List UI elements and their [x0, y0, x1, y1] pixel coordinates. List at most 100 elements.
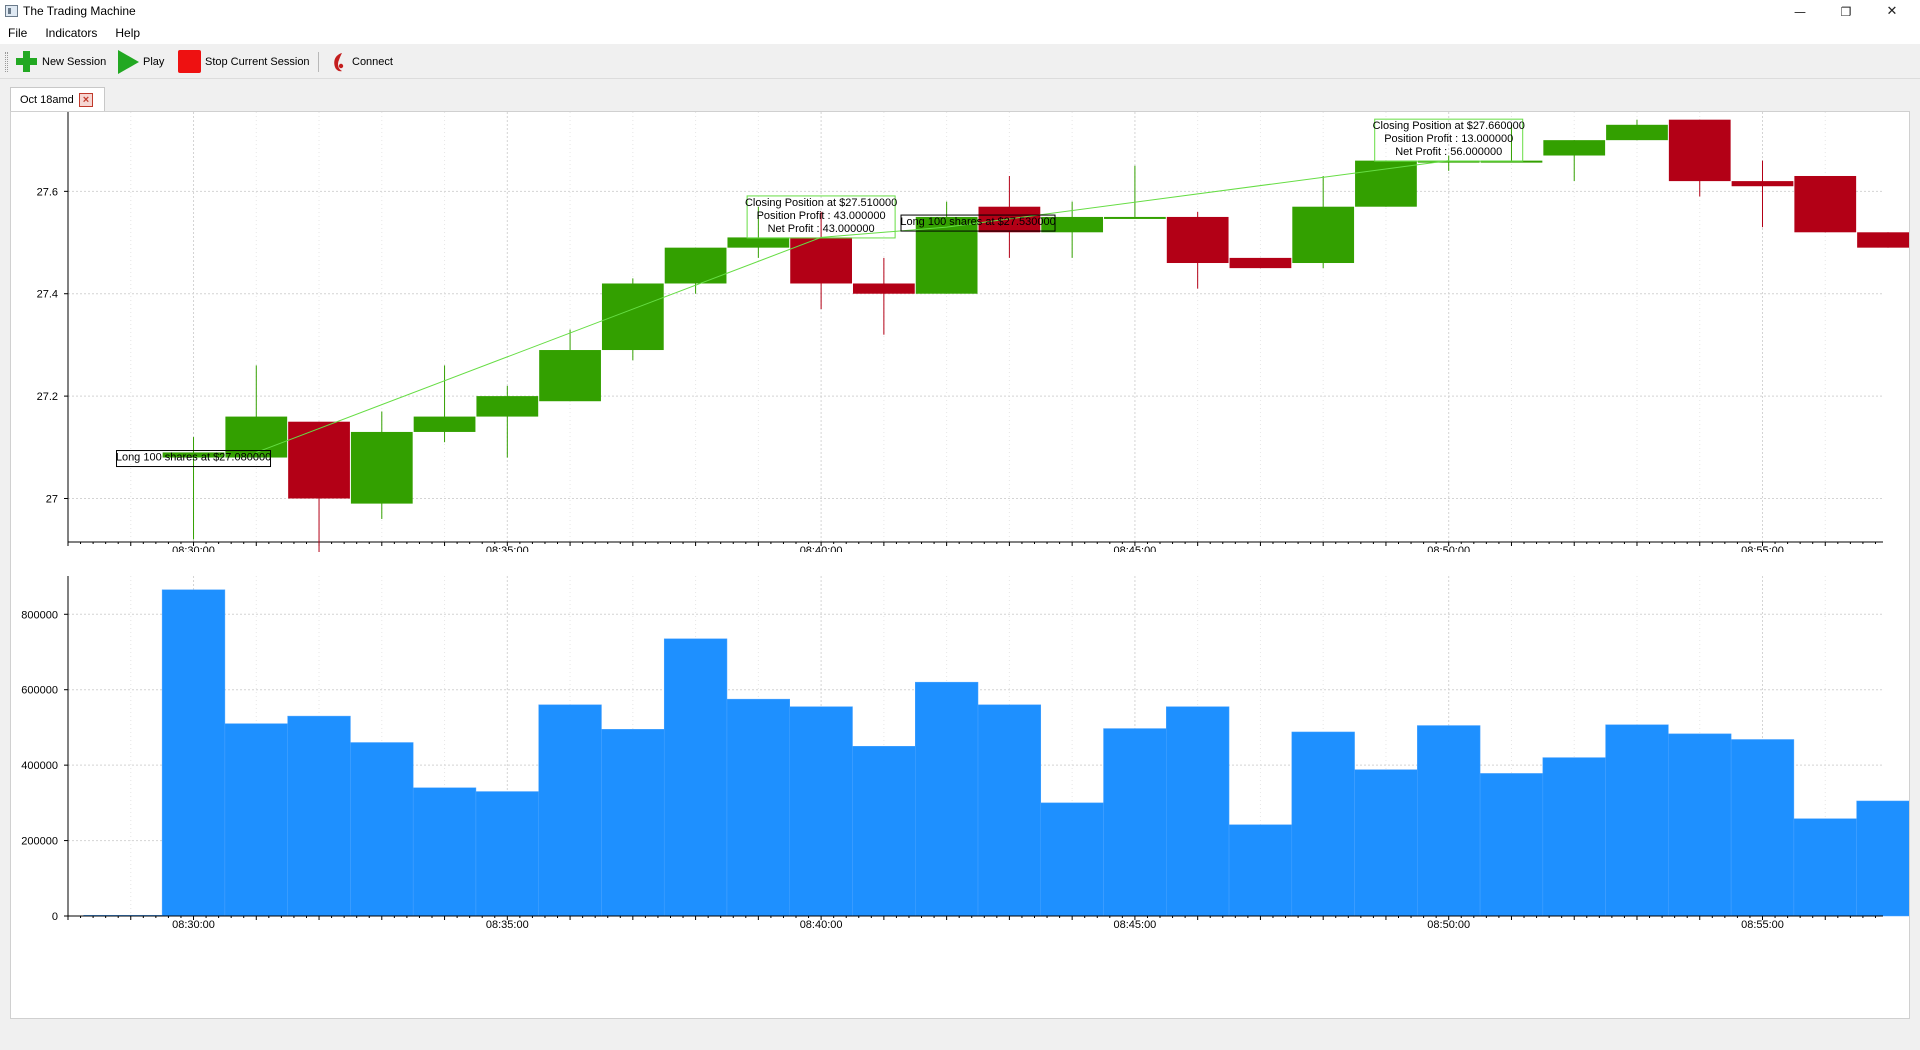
menubar: File Indicators Help — [0, 23, 1920, 44]
play-button[interactable]: Play — [118, 49, 164, 74]
annotation-text: Closing Position at $27.660000 — [1373, 120, 1525, 132]
connect-button[interactable]: Connect — [330, 49, 393, 74]
volume-y-tick-label: 400000 — [21, 760, 58, 772]
candle-body — [1355, 160, 1417, 207]
volume-chart[interactable]: 0 200000 400000 600000 800000 08:30:00 08:35:0… — [11, 552, 1909, 1017]
candle-body — [1668, 119, 1731, 182]
annotation-text: Net Profit : 43.000000 — [768, 223, 875, 235]
volume-bar — [1542, 757, 1606, 917]
tab-label: Oct 18amd — [20, 94, 74, 106]
volume-bar — [161, 589, 226, 917]
candle-body — [288, 421, 350, 499]
menu-help[interactable]: Help — [115, 26, 141, 40]
menu-file[interactable]: File — [8, 26, 28, 40]
volume-bar — [1291, 731, 1355, 917]
volume-x-tick-label: 08:35:00 — [486, 919, 529, 931]
tab-close-icon[interactable]: × — [79, 93, 93, 107]
volume-x-tick-label: 08:30:00 — [172, 919, 215, 931]
new-session-label: New Session — [42, 55, 107, 68]
annotation-box — [116, 450, 272, 468]
volume-y-tick-label: 0 — [52, 911, 58, 923]
volume-bar — [1793, 818, 1857, 917]
candle-body — [790, 237, 852, 284]
candle-body — [1166, 216, 1229, 264]
minimize-button[interactable]: — — [1794, 4, 1806, 19]
candle-body — [1041, 216, 1104, 233]
price-chart[interactable]: 27 27.2 27.4 27.6 08:30:00 08:35:00 08:40:00 08… — [11, 112, 1909, 552]
candle-body — [1731, 181, 1794, 187]
play-label: Play — [143, 55, 165, 68]
price-y-tick-label: 27.4 — [37, 289, 58, 301]
volume-x-tick-label: 08:55:00 — [1741, 919, 1784, 931]
app-icon — [5, 5, 18, 17]
window-title: The Trading Machine — [23, 4, 136, 18]
tab-session[interactable]: Oct 18amd × — [10, 87, 105, 112]
volume-bar — [1730, 739, 1795, 917]
volume-y-tick-label: 600000 — [21, 685, 58, 697]
price-x-tick-label: 08:40:00 — [800, 545, 843, 552]
annotation-box — [900, 214, 1056, 232]
volume-x-tick-label: 08:50:00 — [1427, 919, 1470, 931]
price-y-tick-label: 27.6 — [37, 186, 58, 198]
candle-body — [1229, 257, 1292, 269]
price-y-tick-label: 27 — [46, 493, 58, 505]
annotation-box — [746, 195, 896, 239]
volume-bar — [601, 729, 665, 917]
candle-body — [978, 206, 1041, 233]
volume-bar — [287, 715, 351, 917]
price-x-tick-label: 08:50:00 — [1427, 545, 1470, 552]
price-x-tick-label: 08:45:00 — [1113, 545, 1156, 552]
chart-panel: 27 27.2 27.4 27.6 08:30:00 08:35:00 08:40:00 08… — [10, 111, 1910, 1019]
candle-body — [915, 216, 978, 294]
volume-bar — [915, 681, 979, 917]
volume-bar — [412, 787, 477, 917]
candle-body — [413, 416, 476, 432]
volume-x-tick-label: 08:40:00 — [800, 919, 843, 931]
stop-session-label: Stop Current Session — [205, 55, 310, 68]
candle-body — [601, 283, 664, 351]
candle-body — [852, 283, 915, 294]
volume-y-tick-label: 200000 — [21, 836, 58, 848]
volume-bar — [1228, 824, 1293, 917]
close-button[interactable]: ✕ — [1886, 4, 1898, 19]
candle-body — [1543, 140, 1606, 156]
volume-bar — [789, 706, 853, 917]
volume-bar — [1668, 733, 1732, 917]
entry-annotation: Long 100 shares at $27.080000 — [116, 450, 272, 468]
toolbar-grip[interactable] — [5, 52, 8, 72]
candle-body — [476, 396, 539, 417]
new-session-button[interactable]: New Session — [15, 49, 106, 74]
candle-body — [350, 431, 413, 504]
volume-bar — [1605, 724, 1669, 917]
restore-button[interactable]: ❐ — [1840, 4, 1852, 19]
volume-bar — [475, 791, 539, 917]
volume-bar — [726, 698, 790, 917]
play-icon — [118, 49, 139, 74]
connect-icon — [330, 51, 348, 73]
annotation-text: Long 100 shares at $27.530000 — [900, 216, 1055, 228]
candle-body — [727, 237, 790, 248]
annotation-box — [1374, 118, 1524, 162]
volume-bar — [1354, 769, 1418, 917]
volume-bar — [977, 704, 1042, 917]
annotation-text: Net Profit : 56.000000 — [1395, 146, 1502, 158]
volume-bar — [663, 638, 728, 917]
volume-bar — [224, 723, 288, 917]
volume-bar — [1103, 728, 1167, 917]
volume-bar — [538, 704, 602, 917]
annotation-text: Position Profit : 13.000000 — [1384, 133, 1513, 145]
stop-icon — [178, 50, 201, 73]
price-x-tick-label: 08:35:00 — [486, 545, 529, 552]
price-x-tick-label: 08:55:00 — [1741, 545, 1784, 552]
annotation-text: Long 100 shares at $27.080000 — [116, 452, 271, 464]
menu-indicators[interactable]: Indicators — [45, 26, 98, 40]
volume-bar — [1856, 800, 1909, 917]
volume-x-tick-label: 08:45:00 — [1113, 919, 1156, 931]
toolbar-separator — [318, 52, 319, 72]
candle-body — [162, 452, 225, 458]
price-y-tick-label: 27.2 — [37, 391, 58, 403]
annotation-text: Closing Position at $27.510000 — [745, 197, 897, 209]
stop-session-button[interactable]: Stop Current Session — [178, 49, 310, 74]
